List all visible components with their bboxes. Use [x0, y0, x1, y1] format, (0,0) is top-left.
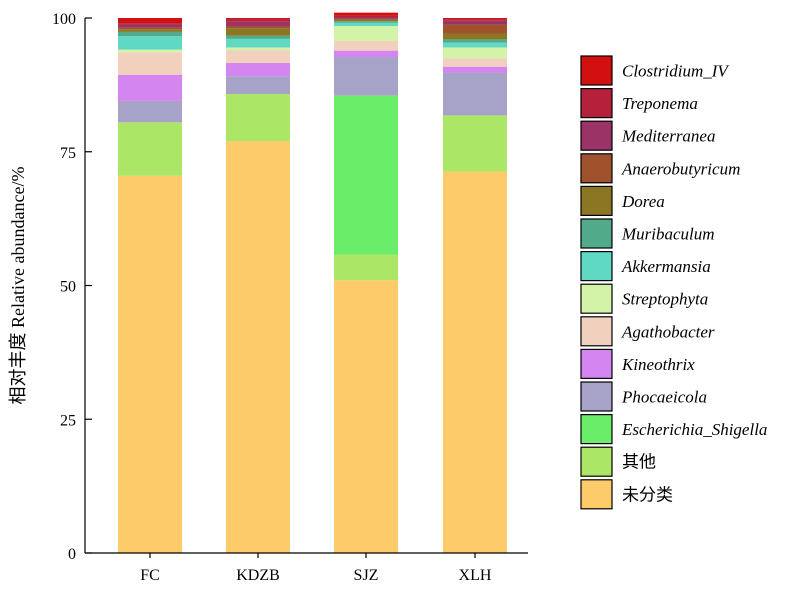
bar-segment-KDZB-6 [226, 47, 290, 51]
legend-swatch-4 [580, 185, 613, 216]
bar-segment-FC-7 [118, 36, 182, 50]
bar-segment-SJZ-11 [334, 17, 398, 19]
bar-segment-SJZ-12 [334, 15, 398, 18]
bar-segment-SJZ-10 [334, 18, 398, 20]
bar-segment-XLH-13 [443, 18, 507, 20]
legend-swatch-3 [580, 153, 613, 184]
legend-label-12: 其他 [622, 453, 656, 473]
legend-swatch-2 [580, 120, 613, 151]
legend-swatch-13 [580, 479, 613, 510]
bar-segment-KDZB-0 [226, 141, 290, 554]
legend-label-7: Streptophyta [622, 290, 708, 309]
bar-segment-FC-8 [118, 31, 182, 37]
axes-group: 0 25 50 75 100 FC KDZB SJZ XLH 相对丰度 Relative abun… [8, 11, 528, 584]
x-tick-label: KDZB [236, 567, 280, 584]
legend-label-3: Anaerobutyricum [621, 159, 740, 178]
bar-segment-FC-9 [118, 29, 182, 32]
bar-segment-KDZB-1 [226, 93, 290, 142]
y-tick-label: 50 [60, 279, 76, 296]
bar-segment-XLH-10 [443, 24, 507, 34]
bar-segment-SJZ-3 [334, 57, 398, 96]
bar-segment-SJZ-1 [334, 254, 398, 281]
legend-swatch-0 [580, 55, 613, 86]
bar-segment-SJZ-13 [334, 12, 398, 16]
bar-segment-XLH-11 [443, 20, 507, 25]
bar-segment-KDZB-12 [226, 19, 290, 22]
legend-label-13: 未分类 [622, 485, 673, 505]
x-tick-label: SJZ [354, 567, 379, 584]
bar-segment-KDZB-11 [226, 21, 290, 27]
legend-swatch-8 [580, 316, 613, 347]
bar-segment-FC-3 [118, 100, 182, 123]
legend-label-0: Clostridium_IV [622, 62, 730, 81]
y-tick-label: 25 [60, 412, 76, 429]
legend-swatch-10 [580, 381, 613, 412]
legend-swatch-9 [580, 348, 613, 379]
bar-segment-KDZB-13 [226, 18, 290, 20]
y-axis-label: 相对丰度 Relative abundance/% [8, 167, 28, 405]
bar-segment-XLH-12 [443, 19, 507, 21]
y-tick-label: 75 [60, 145, 76, 162]
bar-segment-FC-6 [118, 49, 182, 53]
legend-swatch-12 [580, 446, 613, 477]
legend-label-9: Kineothrix [621, 355, 695, 374]
legend-swatch-11 [580, 414, 613, 445]
bar-segment-XLH-5 [443, 58, 507, 67]
x-tick-label: XLH [459, 567, 492, 584]
legend-label-8: Agathobacter [621, 322, 715, 341]
bar-segment-SJZ-6 [334, 26, 398, 42]
bars-group [118, 12, 507, 554]
bar-segment-KDZB-8 [226, 35, 290, 39]
legend-label-1: Treponema [622, 94, 698, 113]
legend-swatch-1 [580, 87, 613, 119]
bar-segment-FC-0 [118, 175, 182, 553]
bar-segment-FC-4 [118, 74, 182, 101]
legend-label-11: Escherichia_Shigella [621, 420, 767, 439]
legend-label-6: Akkermansia [621, 257, 711, 276]
legend-label-10: Phocaeicola [621, 388, 707, 407]
legend-swatch-5 [580, 218, 613, 249]
bar-segment-SJZ-5 [334, 41, 398, 51]
bar-segment-SJZ-8 [334, 21, 398, 23]
bar-segment-XLH-8 [443, 39, 507, 43]
legend-label-5: Muribaculum [621, 225, 715, 244]
bar-segment-SJZ-0 [334, 280, 398, 553]
legend-label-2: Mediterranea [621, 127, 715, 146]
bar-segment-XLH-3 [443, 72, 507, 116]
bar-segment-XLH-6 [443, 47, 507, 59]
bar-segment-SJZ-4 [334, 50, 398, 58]
bar-segment-KDZB-4 [226, 62, 290, 77]
bar-segment-KDZB-5 [226, 50, 290, 63]
x-tick-label: FC [140, 567, 160, 584]
bar-segment-FC-1 [118, 122, 182, 176]
bar-segment-SJZ-7 [334, 22, 398, 27]
bar-segment-XLH-9 [443, 33, 507, 40]
bar-segment-KDZB-7 [226, 38, 290, 48]
y-tick-label: 100 [52, 11, 76, 28]
bar-segment-FC-12 [118, 23, 182, 25]
legend-label-4: Dorea [621, 192, 665, 211]
legend: Clostridium_IV Treponema Mediterranea Anaer… [580, 55, 767, 510]
legend-swatch-7 [580, 283, 613, 314]
legend-swatch-6 [580, 251, 613, 282]
bar-segment-SJZ-9 [334, 19, 398, 22]
bar-segment-FC-10 [118, 27, 182, 30]
bar-segment-FC-13 [118, 18, 182, 24]
bar-segment-KDZB-9 [226, 28, 290, 36]
bar-segment-XLH-1 [443, 115, 507, 172]
bar-segment-FC-11 [118, 24, 182, 28]
bar-segment-KDZB-10 [226, 26, 290, 29]
bar-segment-XLH-0 [443, 171, 507, 554]
bar-segment-XLH-7 [443, 42, 507, 48]
bar-segment-XLH-4 [443, 66, 507, 73]
bar-segment-KDZB-3 [226, 76, 290, 94]
bar-segment-SJZ-2 [334, 95, 398, 255]
bar-segment-FC-5 [118, 52, 182, 75]
y-tick-label: 0 [68, 546, 76, 563]
